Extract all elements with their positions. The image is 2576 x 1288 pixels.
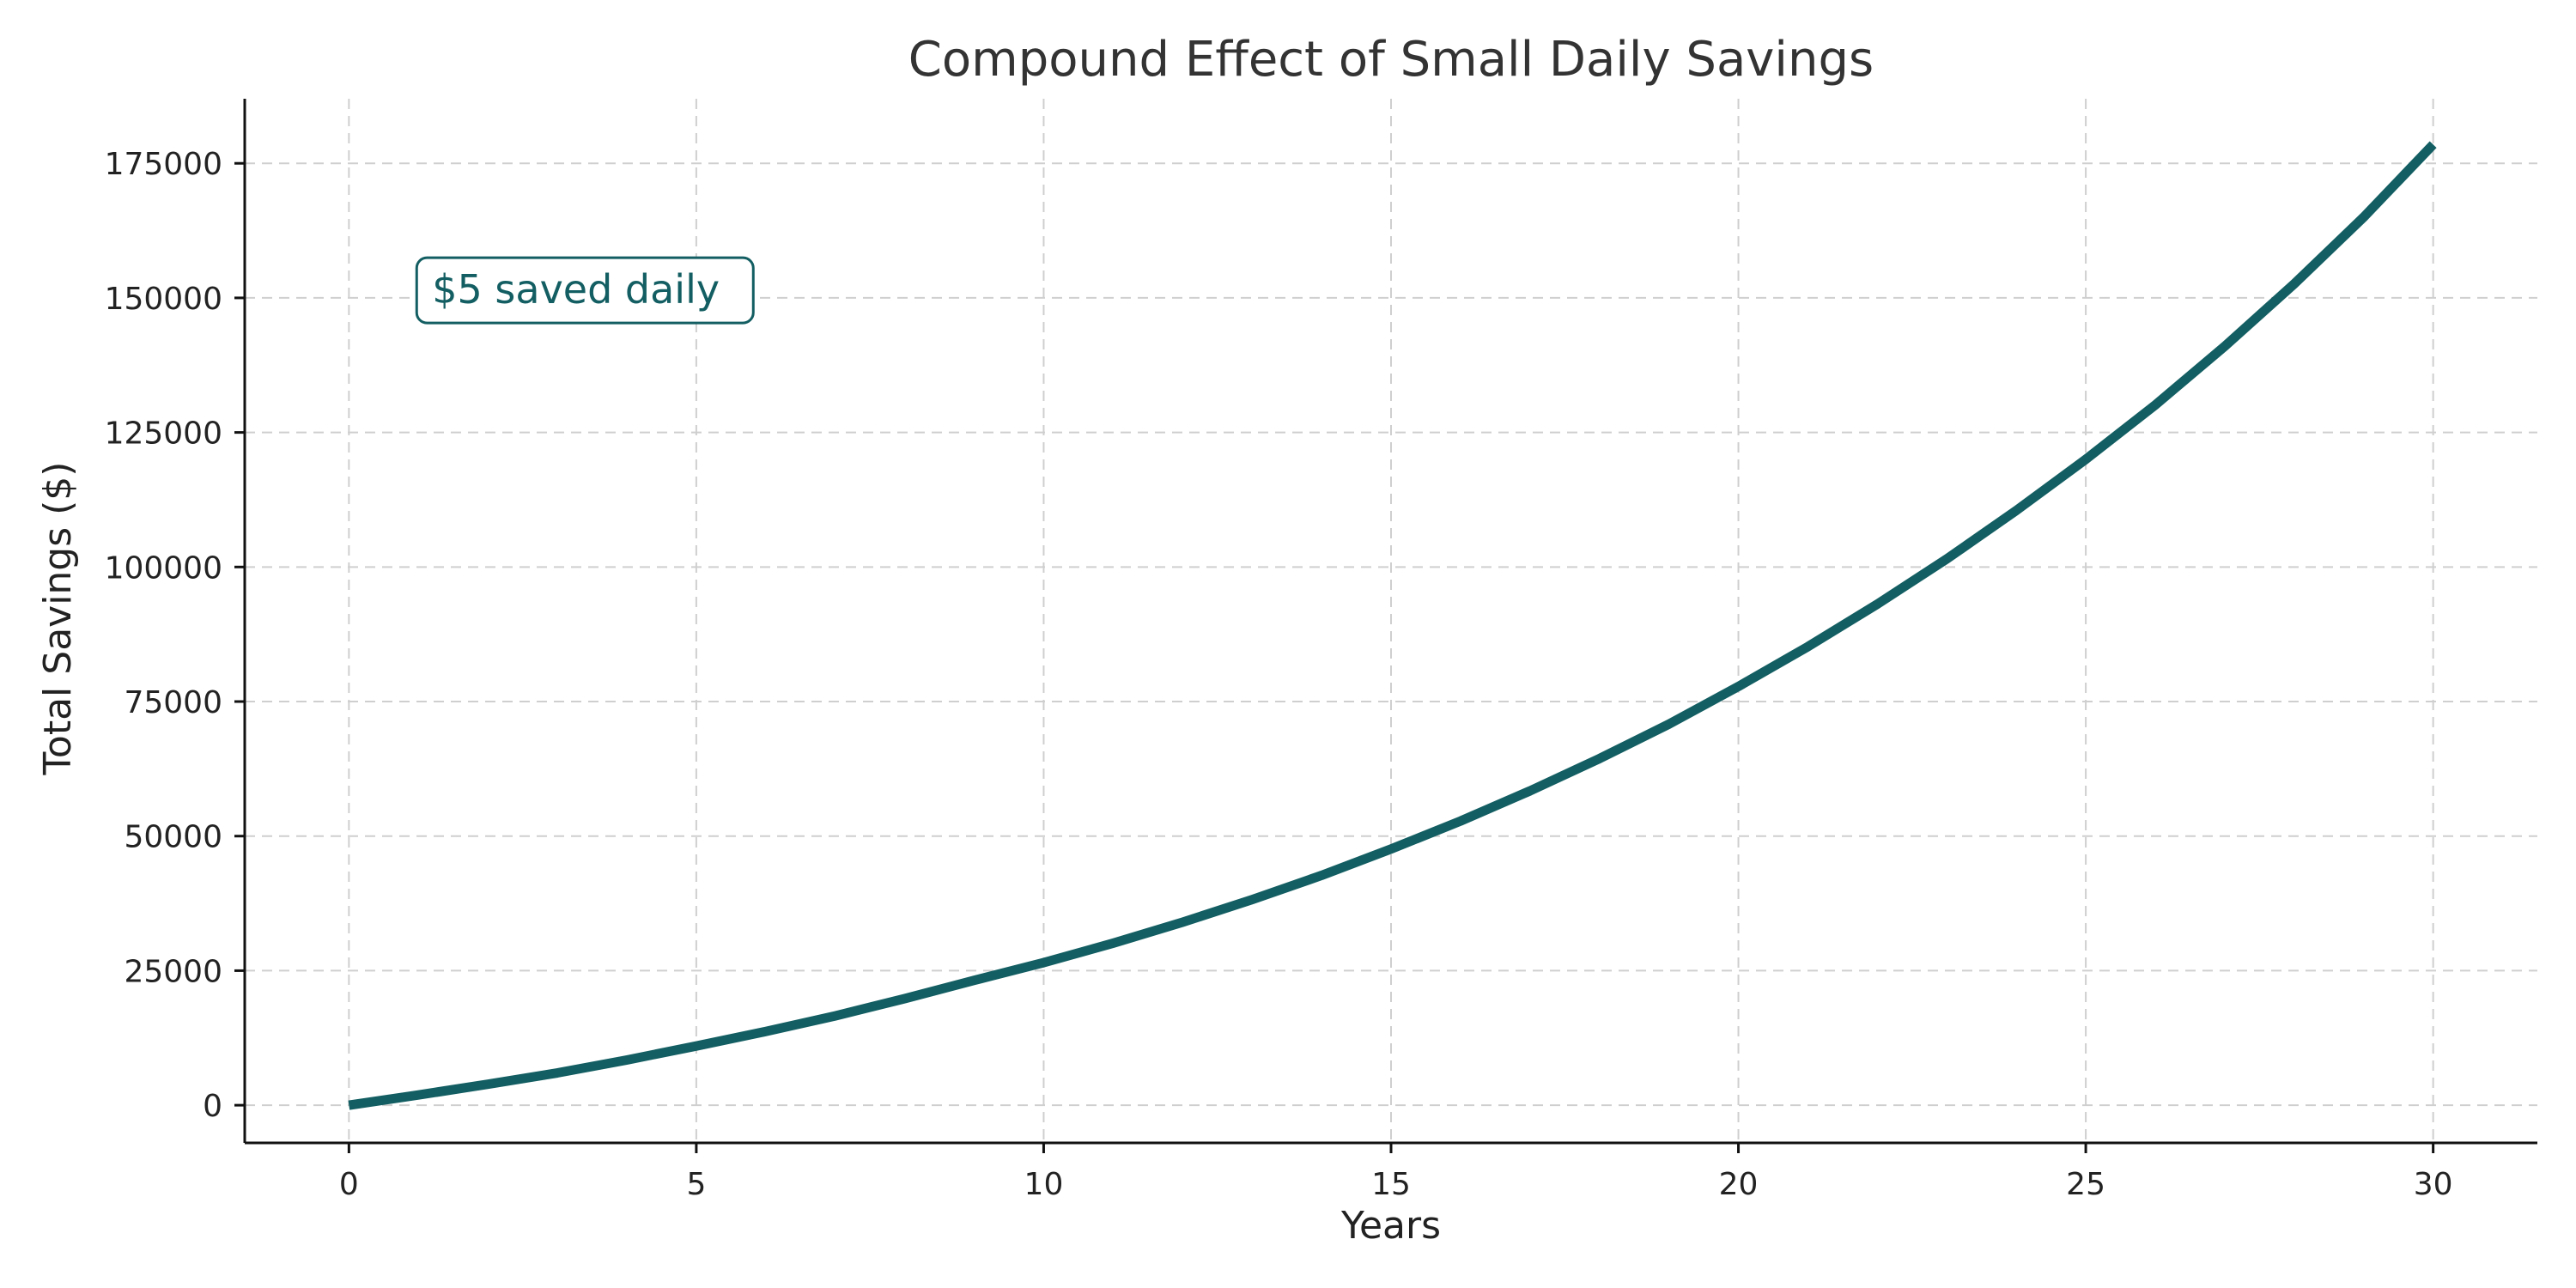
ticks: 0 5 10 15 20 25 30 0 25000 50000 75000 100000 125000… [105, 147, 2453, 1202]
x-tick-label: 20 [1719, 1167, 1759, 1202]
annotation: $5 saved daily [415, 256, 755, 325]
x-tick-label: 5 [686, 1167, 706, 1202]
x-tick-label: 10 [1024, 1167, 1064, 1202]
x-tick-label: 0 [339, 1167, 359, 1202]
y-tick-label: 150000 [105, 282, 222, 317]
y-tick-label: 175000 [105, 147, 222, 182]
y-tick-label: 0 [203, 1089, 222, 1124]
chart-title: Compound Effect of Small Daily Savings [908, 32, 1874, 88]
y-tick-label: 25000 [124, 954, 222, 989]
y-tick-label: 75000 [124, 685, 222, 720]
y-tick-label: 50000 [124, 820, 222, 855]
series-layer [348, 141, 2437, 1110]
x-tick-label: 15 [1371, 1167, 1411, 1202]
y-tick-label: 125000 [105, 416, 222, 452]
y-axis-title: Total Savings ($) [36, 462, 80, 776]
annotation-text: $5 saved daily [432, 266, 720, 313]
y-tick-label: 100000 [105, 550, 222, 586]
x-tick-label: 30 [2414, 1167, 2453, 1202]
grid [245, 99, 2537, 1143]
x-tick-label: 25 [2066, 1167, 2105, 1202]
annotation-box [415, 256, 755, 325]
x-axis-title: Years [1340, 1204, 1441, 1248]
